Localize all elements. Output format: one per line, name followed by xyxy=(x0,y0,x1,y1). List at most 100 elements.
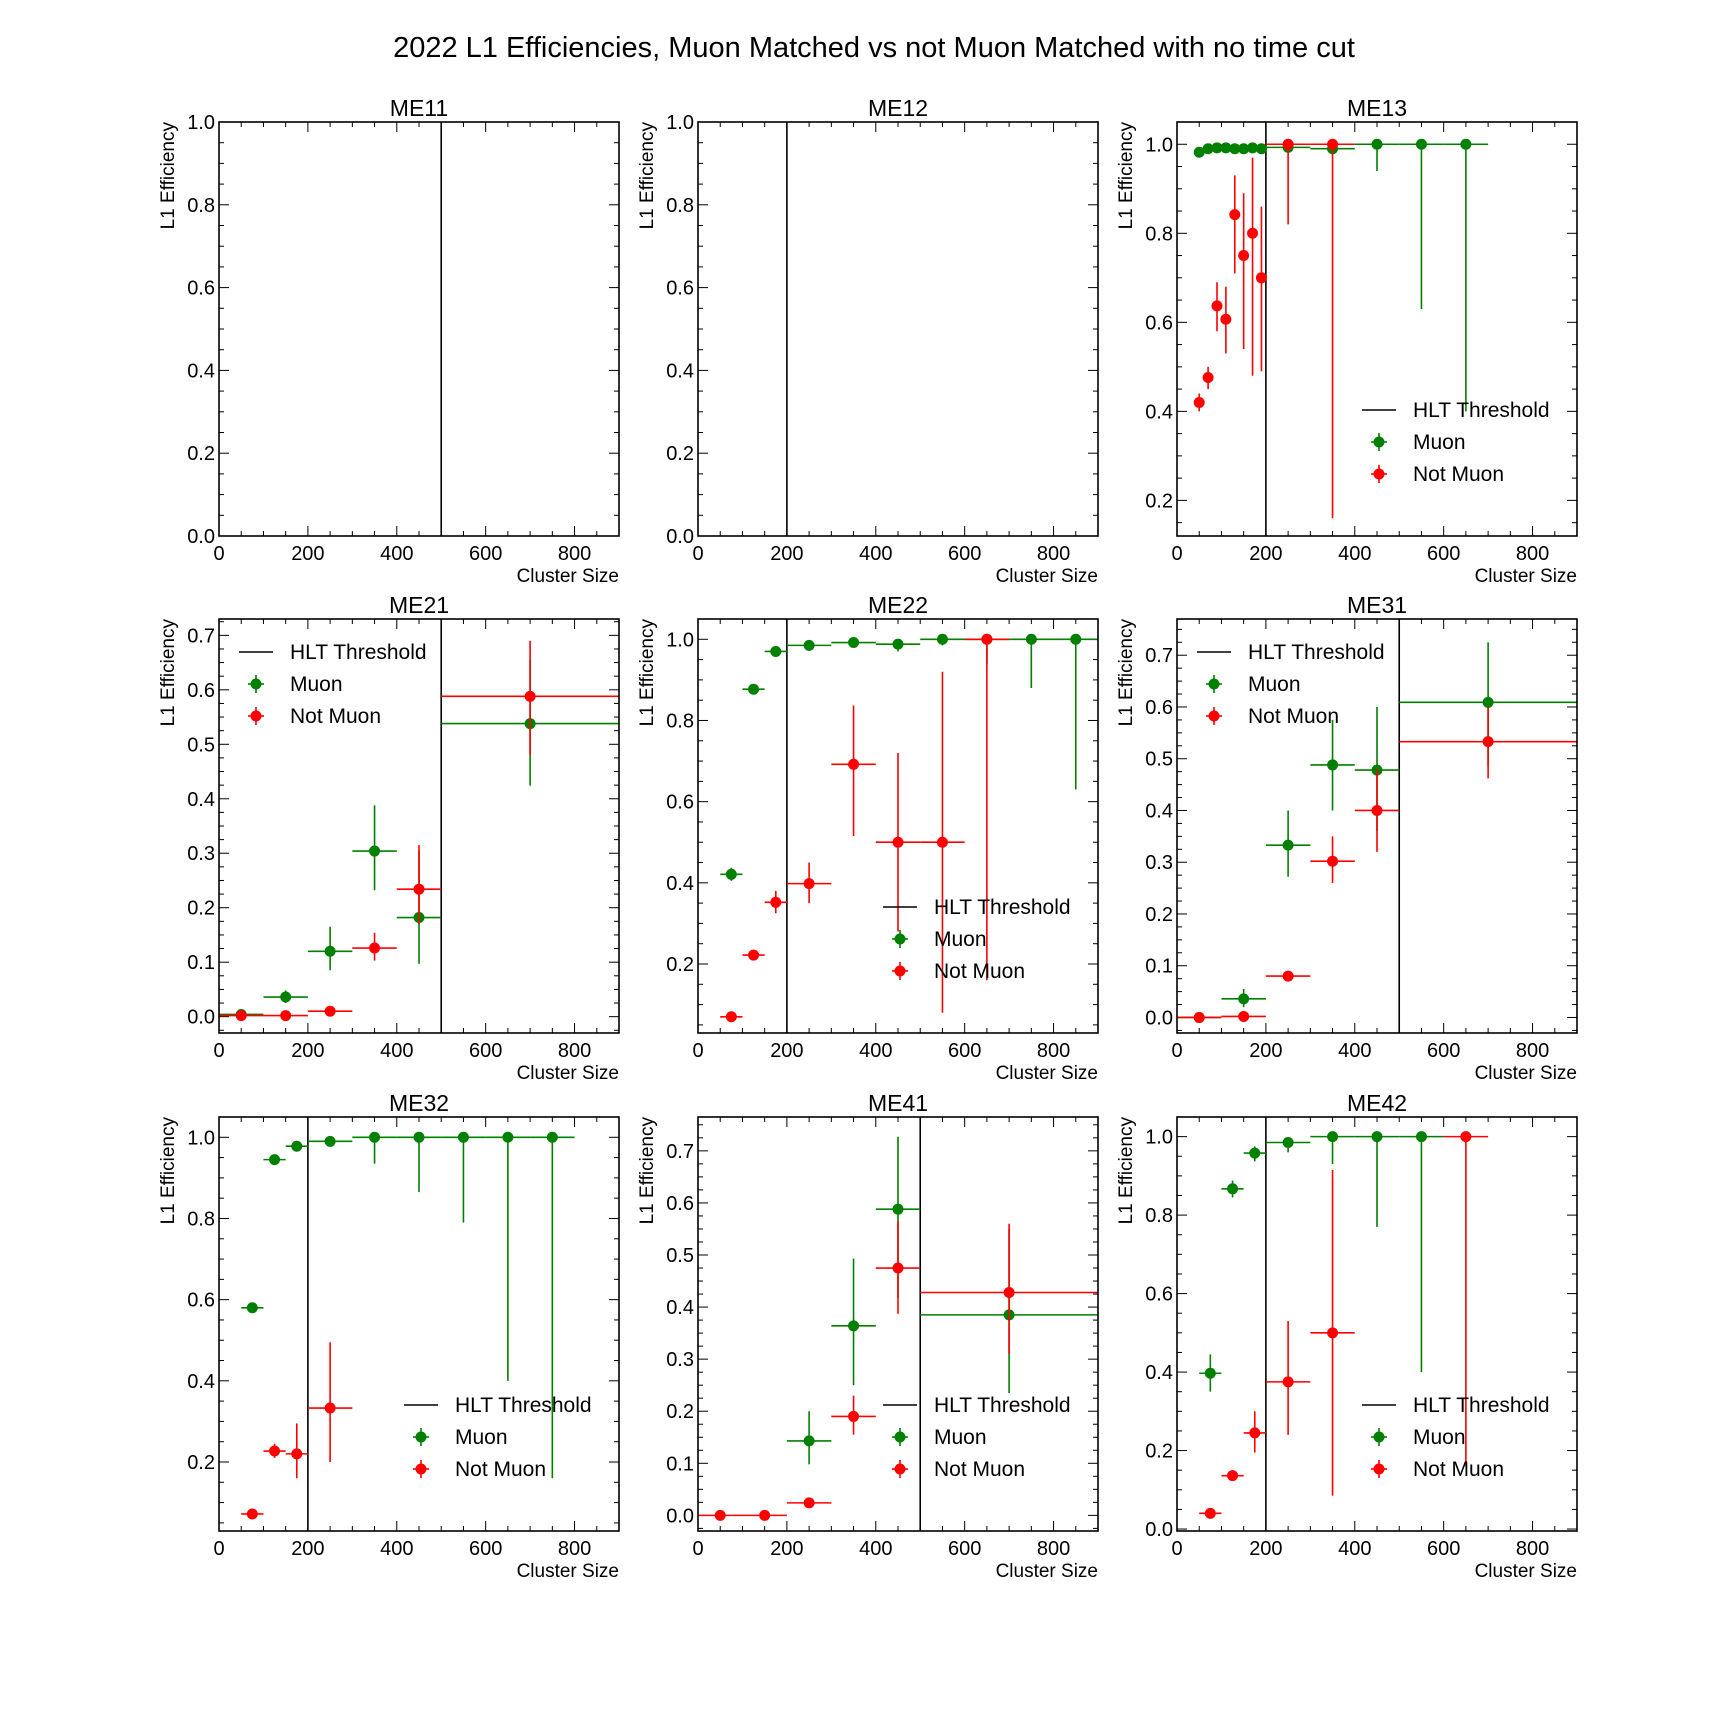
x-tick-label: 0 xyxy=(692,1040,703,1062)
x-tick-label: 800 xyxy=(1516,1040,1549,1062)
panel-me21: ME21 Cluster Size L1 Efficiency 0 200 400 600 8… xyxy=(158,592,620,1084)
y-tick-label: 0.4 xyxy=(187,360,215,382)
y-tick-label: 0.2 xyxy=(1145,1441,1173,1463)
panel-title: ME12 xyxy=(868,95,928,121)
not-muon-point xyxy=(324,1005,336,1017)
y-axis-label: L1 Efficiency xyxy=(158,619,179,727)
x-tick-label: 800 xyxy=(1037,1040,1070,1062)
not-muon-point xyxy=(324,1402,336,1414)
x-tick-label: 800 xyxy=(1516,543,1549,565)
y-tick-label: 1.0 xyxy=(666,629,694,651)
legend-label: Muon xyxy=(455,1426,508,1449)
y-axis-label: L1 Efficiency xyxy=(158,122,179,230)
muon-point xyxy=(1327,1131,1339,1143)
muon-point xyxy=(1371,138,1383,150)
y-tick-label: 0.6 xyxy=(1145,697,1173,719)
panel-title: ME11 xyxy=(390,95,448,121)
x-tick-label: 800 xyxy=(558,1538,591,1560)
y-axis-label: L1 Efficiency xyxy=(637,619,658,727)
y-tick-label: 0.4 xyxy=(666,873,694,895)
y-tick-label: 0.6 xyxy=(187,278,215,300)
legend-label: Muon xyxy=(1413,1426,1466,1449)
y-tick-label: 0.0 xyxy=(1145,1519,1173,1541)
muon-point xyxy=(1460,138,1472,150)
axes-frame xyxy=(697,618,1099,1034)
legend-label: Not Muon xyxy=(455,1458,546,1481)
legend-marker-icon xyxy=(894,965,906,977)
legend-label: Not Muon xyxy=(934,960,1025,983)
muon-point xyxy=(803,1435,815,1447)
muon-point xyxy=(291,1140,303,1152)
x-tick-label: 400 xyxy=(1338,543,1371,565)
y-axis-label: L1 Efficiency xyxy=(1116,1117,1137,1225)
x-tick-label: 400 xyxy=(1338,1040,1371,1062)
axes-frame xyxy=(218,1116,620,1532)
y-tick-label: 0.0 xyxy=(187,526,215,548)
y-tick-label: 0.2 xyxy=(1145,904,1173,926)
y-tick-label: 0.4 xyxy=(187,1371,215,1393)
not-muon-point xyxy=(848,1410,860,1422)
x-axis-label: Cluster Size xyxy=(1475,1063,1577,1084)
muon-point xyxy=(1025,633,1037,645)
legend-marker-icon xyxy=(1208,678,1220,690)
x-axis-label: Cluster Size xyxy=(517,1063,619,1084)
figure-title: 2022 L1 Efficiencies, Muon Matched vs no… xyxy=(393,32,1355,64)
legend-marker-icon xyxy=(1373,468,1385,480)
y-tick-label: 0.2 xyxy=(666,443,694,465)
y-tick-label: 0.1 xyxy=(187,952,215,974)
muon-point xyxy=(848,637,860,649)
muon-point xyxy=(1482,696,1494,708)
x-tick-label: 600 xyxy=(469,1040,502,1062)
not-muon-point xyxy=(803,878,815,890)
y-tick-label: 0.8 xyxy=(666,710,694,732)
x-tick-label: 200 xyxy=(1249,1040,1282,1062)
x-tick-label: 0 xyxy=(213,543,224,565)
muon-point xyxy=(1327,759,1339,771)
y-tick-label: 1.0 xyxy=(187,112,215,134)
panel-me42: ME42 Cluster Size L1 Efficiency 0 200 400 600 8… xyxy=(1116,1090,1578,1582)
y-tick-label: 0.1 xyxy=(1145,956,1173,978)
x-tick-label: 200 xyxy=(291,543,324,565)
x-tick-label: 200 xyxy=(770,543,803,565)
panel-title: ME42 xyxy=(1347,1090,1407,1116)
y-tick-label: 0.2 xyxy=(666,954,694,976)
muon-point xyxy=(1220,142,1232,154)
not-muon-point xyxy=(280,1010,292,1022)
not-muon-point xyxy=(1238,1010,1250,1022)
not-muon-point xyxy=(748,949,760,961)
x-tick-label: 400 xyxy=(859,1538,892,1560)
muon-point xyxy=(324,945,336,957)
panel-title: ME13 xyxy=(1347,95,1407,121)
x-tick-label: 200 xyxy=(291,1538,324,1560)
legend: HLT Threshold Muon Not Muon xyxy=(1362,1394,1550,1481)
x-tick-label: 600 xyxy=(1427,543,1460,565)
not-muon-point xyxy=(803,1497,815,1509)
not-muon-point xyxy=(1460,1131,1472,1143)
not-muon-point xyxy=(725,1011,737,1023)
legend-marker-icon xyxy=(415,1431,427,1443)
muon-point xyxy=(246,1302,258,1314)
x-axis-label: Cluster Size xyxy=(1475,1561,1577,1582)
y-tick-label: 0.8 xyxy=(187,195,215,217)
legend-label: HLT Threshold xyxy=(934,1394,1071,1417)
not-muon-point xyxy=(1255,272,1267,284)
legend-label: Muon xyxy=(1248,673,1301,696)
x-tick-label: 200 xyxy=(770,1040,803,1062)
muon-point xyxy=(1255,143,1267,155)
legend-label: HLT Threshold xyxy=(290,641,427,664)
muon-point xyxy=(369,1131,381,1143)
y-axis-label: L1 Efficiency xyxy=(1116,122,1137,230)
y-tick-label: 0.7 xyxy=(666,1141,694,1163)
x-tick-label: 800 xyxy=(558,543,591,565)
y-tick-label: 0.0 xyxy=(187,1007,215,1029)
muon-point xyxy=(1415,1131,1427,1143)
legend-label: Not Muon xyxy=(934,1458,1025,1481)
y-tick-label: 0.6 xyxy=(187,680,215,702)
not-muon-point xyxy=(759,1509,771,1521)
not-muon-point xyxy=(291,1448,303,1460)
panel-me31: ME31 Cluster Size L1 Efficiency 0 200 400 600 8… xyxy=(1116,592,1578,1084)
not-muon-point xyxy=(1193,1011,1205,1023)
muon-point xyxy=(1247,142,1259,154)
not-muon-point xyxy=(1327,138,1339,150)
panel-me41: ME41 Cluster Size L1 Efficiency 0 200 400 600 8… xyxy=(637,1090,1099,1582)
